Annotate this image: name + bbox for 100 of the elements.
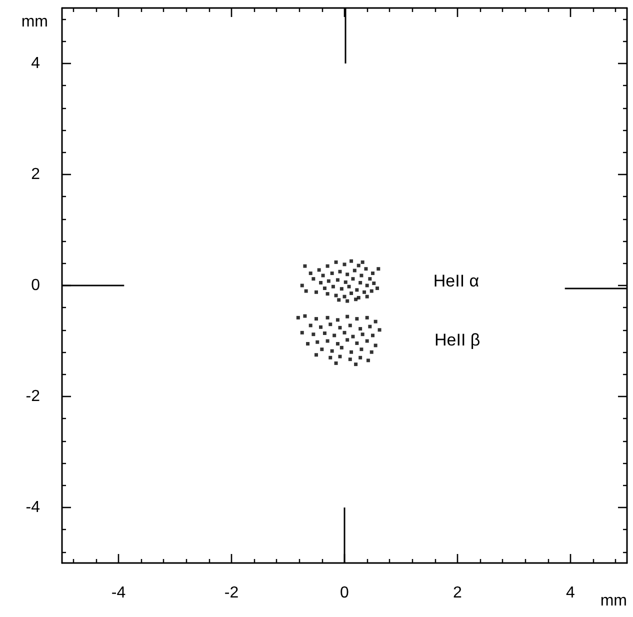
point xyxy=(376,286,380,290)
point xyxy=(326,339,330,343)
point xyxy=(314,290,318,294)
point xyxy=(350,292,354,296)
y-tick-label: 4 xyxy=(31,55,40,72)
point xyxy=(358,280,362,284)
point xyxy=(354,298,358,302)
point xyxy=(344,280,348,284)
point xyxy=(354,362,358,366)
point xyxy=(356,264,360,268)
point xyxy=(312,332,316,336)
point xyxy=(338,354,342,358)
point xyxy=(300,330,304,334)
x-tick-label: 2 xyxy=(453,584,462,602)
point xyxy=(356,296,360,300)
point xyxy=(306,342,310,346)
x-tick-label: -2 xyxy=(224,584,239,602)
point xyxy=(340,346,344,350)
point xyxy=(336,342,340,346)
point xyxy=(355,288,359,292)
point xyxy=(326,279,330,283)
point xyxy=(365,316,369,320)
y-tick-label: 0 xyxy=(31,277,40,294)
point xyxy=(312,277,316,281)
point xyxy=(336,278,340,282)
point xyxy=(346,338,350,342)
point xyxy=(314,317,318,321)
x-axis-title: mm xyxy=(600,592,627,610)
point xyxy=(308,272,312,276)
point xyxy=(355,341,359,345)
x-tick-label: -4 xyxy=(111,584,126,602)
y-tick-label: 2 xyxy=(31,166,40,183)
point xyxy=(355,317,359,321)
point xyxy=(303,264,307,268)
point xyxy=(338,326,342,330)
point xyxy=(370,289,374,293)
point xyxy=(328,356,332,360)
point xyxy=(346,272,350,276)
point xyxy=(346,314,350,318)
point xyxy=(371,272,374,276)
point xyxy=(326,316,330,320)
point xyxy=(304,289,308,293)
point xyxy=(374,344,378,348)
point xyxy=(374,320,378,324)
x-tick-label: 0 xyxy=(340,584,350,602)
point xyxy=(332,334,336,338)
point xyxy=(348,358,352,362)
point xyxy=(378,328,382,332)
point xyxy=(368,324,372,328)
point xyxy=(340,287,344,291)
point xyxy=(342,330,346,334)
point xyxy=(334,260,338,264)
point xyxy=(326,292,330,296)
point xyxy=(331,284,335,288)
point xyxy=(360,274,364,278)
point xyxy=(308,324,312,328)
point xyxy=(376,267,380,271)
point xyxy=(362,290,366,294)
y-tick-label: -2 xyxy=(26,388,40,405)
point xyxy=(330,272,334,276)
point xyxy=(319,325,323,329)
point xyxy=(351,277,355,281)
point xyxy=(364,267,368,271)
point xyxy=(372,282,376,286)
point xyxy=(320,348,324,352)
point xyxy=(314,353,318,357)
point xyxy=(326,264,330,268)
point xyxy=(360,260,364,264)
point xyxy=(350,259,354,263)
point xyxy=(342,262,346,266)
point xyxy=(365,294,369,298)
point xyxy=(368,277,372,281)
point xyxy=(296,316,300,320)
point xyxy=(321,274,325,278)
point xyxy=(322,286,326,290)
point xyxy=(336,318,340,322)
point xyxy=(366,358,370,362)
annotation: HeII α xyxy=(433,272,480,291)
y-axis-title: mm xyxy=(21,14,48,30)
point xyxy=(350,350,354,354)
point xyxy=(319,280,323,284)
point xyxy=(334,361,338,365)
point xyxy=(365,339,369,343)
point xyxy=(338,270,342,274)
point xyxy=(360,332,364,336)
point xyxy=(334,294,338,298)
point xyxy=(360,348,364,352)
point xyxy=(351,334,355,338)
point xyxy=(352,268,356,272)
y-tick-label: -4 xyxy=(26,499,40,516)
point xyxy=(322,331,326,335)
point xyxy=(348,324,352,328)
point xyxy=(317,268,321,272)
point xyxy=(365,284,369,288)
point xyxy=(347,284,351,288)
point xyxy=(346,299,350,303)
point xyxy=(303,314,307,318)
point xyxy=(328,322,332,326)
point xyxy=(342,294,346,298)
point xyxy=(337,298,341,302)
